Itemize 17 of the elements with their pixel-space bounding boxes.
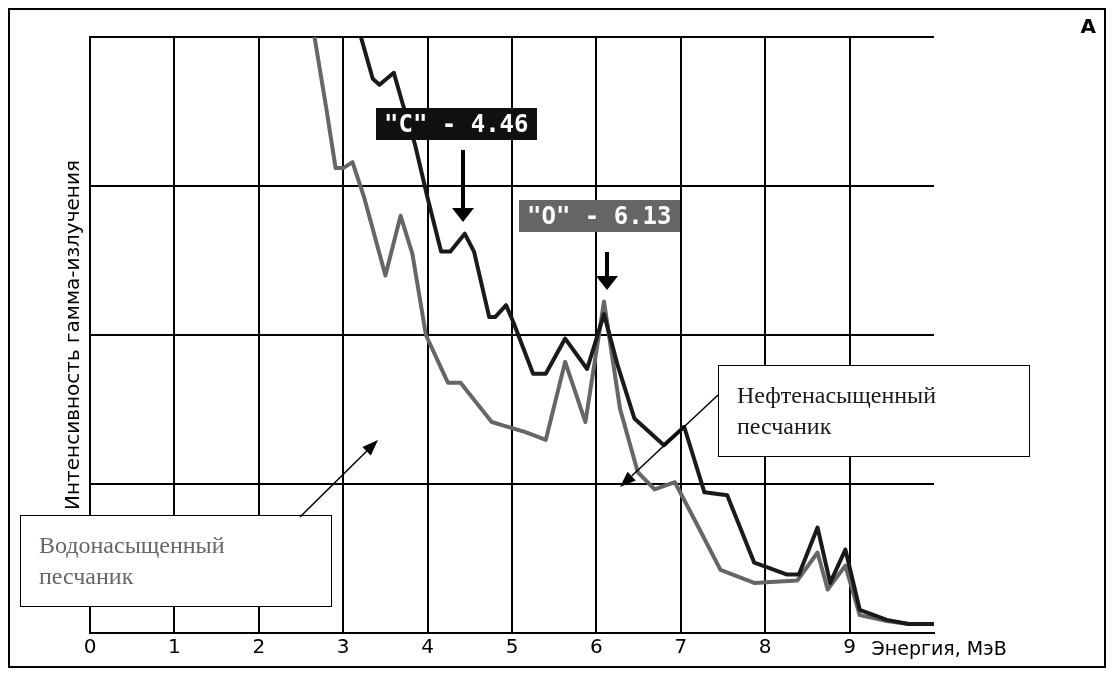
x-tick-label: 7 — [674, 634, 688, 659]
x-tick-label: 8 — [758, 634, 772, 659]
x-tick-label: 1 — [168, 634, 181, 659]
y-axis-title: Интенсивность гамма-излучения — [60, 160, 85, 510]
callout-box: Нефтенасыщенный песчаник — [718, 365, 1030, 458]
x-tick-label: 2 — [252, 634, 266, 659]
annotation: "O" - 6.13 — [519, 200, 680, 232]
x-tick-label: 9 — [843, 634, 856, 659]
x-tick-label: 0 — [83, 634, 97, 659]
x-tick-label: 6 — [590, 634, 603, 659]
x-axis-title: Энергия, МэВ — [871, 637, 1007, 659]
x-tick-label: 5 — [505, 634, 519, 659]
callout-box: Водонасыщенный песчаник — [20, 515, 332, 608]
annotation: "C" - 4.46 — [376, 108, 537, 140]
text: А — [1080, 14, 1096, 38]
x-tick-label: 4 — [421, 634, 434, 659]
x-tick-label: 3 — [336, 634, 350, 659]
